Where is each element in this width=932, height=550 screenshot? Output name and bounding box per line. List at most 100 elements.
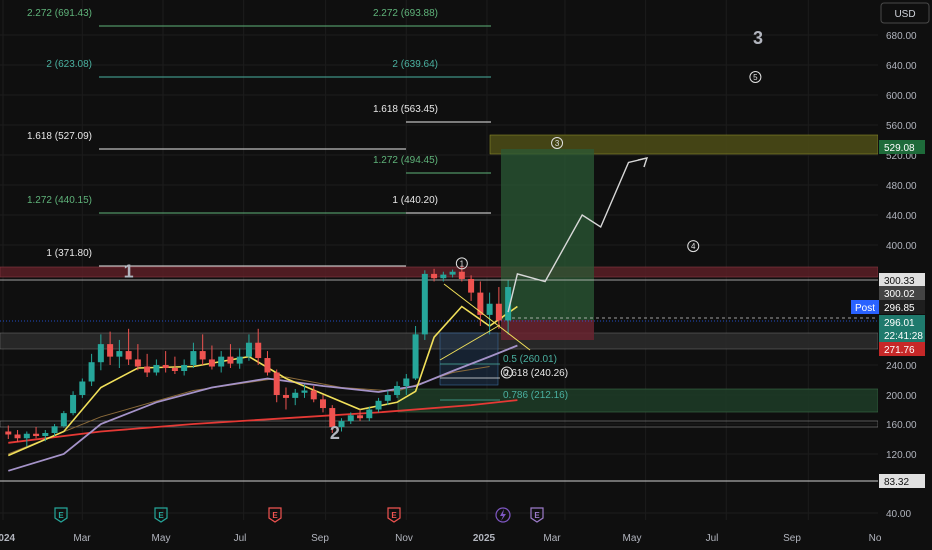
candle-body — [14, 434, 21, 439]
candle-body — [486, 303, 493, 315]
candle — [144, 353, 151, 377]
price-tag-bg — [879, 328, 925, 342]
earnings-marker-label: E — [58, 511, 64, 520]
time-tick-label: Sep — [311, 533, 329, 544]
currency-label: USD — [894, 9, 915, 20]
candle-body — [79, 381, 86, 395]
time-tick-label: No — [869, 533, 882, 544]
upcoming-event-ring[interactable] — [495, 507, 511, 523]
trendline-upper — [443, 283, 531, 351]
candle — [70, 391, 77, 416]
earnings-marker-label: E — [534, 511, 540, 520]
price-tick-label: 120.00 — [886, 450, 917, 461]
candle — [486, 292, 493, 335]
candle-body — [310, 390, 317, 400]
support-zone — [0, 332, 879, 350]
candle — [23, 431, 30, 447]
time-tick-label: 2025 — [473, 533, 496, 544]
fib-retrace-label: 0.5 (260.01) — [503, 354, 557, 365]
candle-body — [421, 273, 428, 335]
wave-label: 1 — [124, 262, 134, 282]
candle-body — [199, 351, 206, 360]
earnings-marker-shape[interactable] — [54, 507, 68, 523]
time-tick-label: Mar — [73, 533, 91, 544]
circled-wave-label: 1 — [460, 259, 465, 268]
price-tag-bg — [879, 273, 925, 287]
time-tick-label: Nov — [395, 533, 413, 544]
earnings-marker[interactable]: E — [530, 507, 544, 523]
price-tick-label: 240.00 — [886, 361, 917, 372]
earnings-marker[interactable]: E — [268, 507, 282, 523]
candle-body — [458, 271, 465, 279]
candle-body — [107, 344, 114, 357]
earnings-marker[interactable]: E — [54, 507, 68, 523]
earnings-marker-shape[interactable] — [530, 507, 544, 523]
earnings-marker-shape[interactable] — [387, 507, 401, 523]
candle-body — [181, 365, 188, 371]
candle — [171, 356, 178, 374]
candle-body — [357, 415, 364, 419]
price-tag-label: 300.02 — [884, 289, 915, 300]
candle — [477, 281, 484, 327]
price-axis: 680.00 640.00 600.00 560.00 520.00 480.00 440.… — [878, 0, 932, 520]
candle-body — [236, 356, 243, 364]
candle-body — [282, 395, 289, 398]
candle — [153, 359, 160, 376]
fib-retrace-label: 0.618 (240.26) — [503, 368, 568, 379]
candle — [495, 287, 502, 329]
price-tick-label: 440.00 — [886, 211, 917, 222]
earnings-marker[interactable]: E — [154, 507, 168, 523]
candle — [320, 395, 326, 413]
candle — [384, 390, 391, 406]
price-tag-bg — [879, 140, 925, 154]
price-tag: 296.01 — [879, 315, 925, 329]
candle — [292, 389, 299, 406]
long-position-loss — [501, 320, 594, 340]
wave-label: 2 — [330, 423, 340, 443]
candle-body — [125, 351, 132, 360]
earnings-marker[interactable]: E — [387, 507, 401, 523]
circled-wave-label: 5 — [753, 73, 758, 82]
fib-label-right: 1.272 (494.45) — [373, 155, 438, 166]
candle — [218, 351, 225, 373]
post-badge-bg — [851, 300, 879, 314]
price-tag-bg — [879, 342, 925, 356]
fib-label-left: 2 (623.08) — [46, 59, 92, 70]
currency-button[interactable]: USD — [880, 2, 930, 24]
candle-body — [431, 273, 438, 279]
upcoming-event-icon[interactable] — [495, 507, 511, 523]
time-tick-label: Sep — [783, 533, 801, 544]
candle-body — [33, 433, 40, 436]
candles — [5, 266, 512, 447]
candle — [449, 269, 456, 278]
candle — [505, 280, 512, 335]
earnings-marker-label: E — [391, 511, 397, 520]
fib-label-right: 2.272 (693.88) — [373, 8, 438, 19]
earnings-marker-shape[interactable] — [268, 507, 282, 523]
candle-body — [403, 378, 410, 386]
candle-body — [394, 386, 401, 395]
earnings-marker-shape[interactable] — [154, 507, 168, 523]
candle-body — [329, 408, 336, 427]
candle — [245, 334, 252, 361]
candle-body — [190, 351, 197, 365]
price-tag: 296.85 — [879, 300, 925, 314]
fibonacci-levels: 2.272 (691.43) 2 (623.08) 1.618 (527.09) 1.… — [27, 8, 568, 401]
price-tick-label: 480.00 — [886, 181, 917, 192]
candle-body — [153, 365, 160, 373]
moving-average-red — [8, 399, 518, 444]
circled-wave-label: 3 — [555, 139, 560, 148]
candle-body — [301, 390, 308, 393]
circled-wave-label: 2 — [505, 369, 510, 378]
zones — [0, 134, 879, 428]
candle-body — [505, 287, 512, 321]
candle — [60, 410, 67, 428]
fib-retrace-label: 0.786 (212.16) — [503, 390, 568, 401]
candle-body — [338, 421, 345, 427]
fib-label-right: 1.618 (563.45) — [373, 104, 438, 115]
fib-label-right: 1 (440.20) — [392, 195, 438, 206]
lightning-icon — [500, 509, 506, 521]
post-badge: Post — [851, 300, 879, 314]
currency-box[interactable] — [880, 2, 930, 24]
